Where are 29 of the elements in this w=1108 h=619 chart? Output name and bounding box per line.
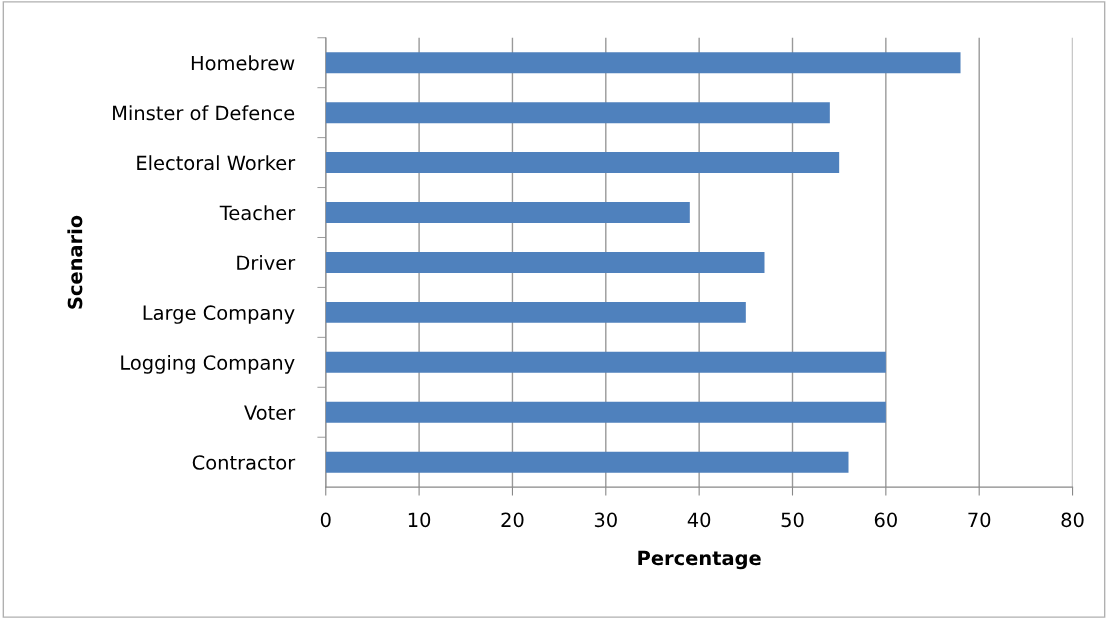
y-tick-label: Large Company bbox=[143, 305, 295, 324]
bar bbox=[325, 351, 886, 373]
y-tick-label: Logging Company bbox=[121, 354, 295, 374]
y-tick-label: Electoral Worker bbox=[137, 155, 296, 171]
bar bbox=[325, 251, 765, 273]
x-tick-label: 70 bbox=[968, 512, 991, 528]
x-tick-label: 30 bbox=[594, 512, 617, 528]
y-tick-label: Contractor bbox=[192, 455, 296, 470]
y-tick-label: Voter bbox=[244, 405, 296, 420]
bar bbox=[325, 301, 746, 323]
bar bbox=[325, 102, 830, 124]
bar bbox=[325, 202, 690, 224]
y-tick-label: Minster of Defence bbox=[113, 105, 295, 121]
x-tick-label: 60 bbox=[874, 512, 897, 528]
x-tick-label: 0 bbox=[320, 512, 331, 528]
x-tick-label: 10 bbox=[408, 512, 431, 528]
bar bbox=[325, 52, 961, 74]
x-axis-title: Percentage bbox=[638, 550, 761, 570]
y-tick-label: Homebrew bbox=[191, 55, 295, 71]
y-tick-label: Teacher bbox=[219, 205, 296, 221]
x-tick-label: 50 bbox=[781, 512, 804, 528]
y-tick-label: Driver bbox=[237, 255, 296, 271]
x-tick-label: 20 bbox=[501, 512, 524, 528]
x-tick-label: 40 bbox=[687, 512, 711, 528]
y-axis-title: Scenario bbox=[67, 215, 83, 309]
bar bbox=[325, 401, 886, 423]
bar bbox=[325, 451, 849, 473]
bar bbox=[325, 152, 840, 174]
x-tick-label: 80 bbox=[1061, 512, 1084, 528]
